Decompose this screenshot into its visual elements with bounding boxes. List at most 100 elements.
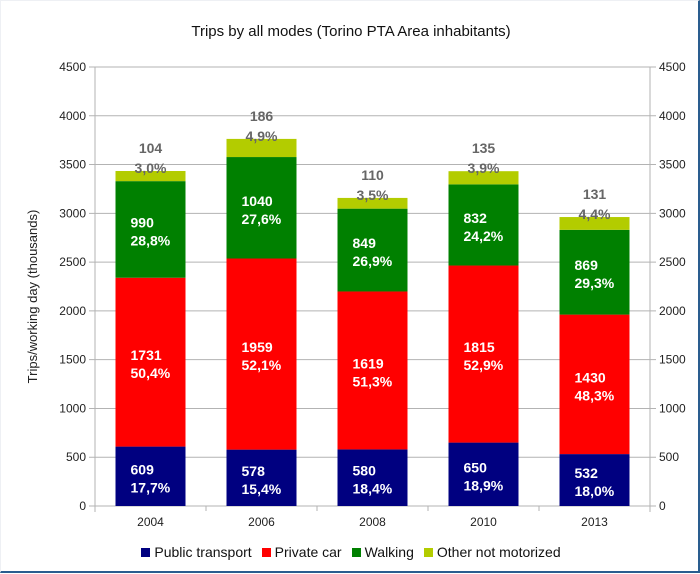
y-tick-right: 3500 xyxy=(659,158,686,172)
percent-label: 48,3% xyxy=(575,387,615,403)
bar-stack-2010: 650 18,9% 1815 52,9% 832 24,2% 135 3,9% xyxy=(448,140,519,506)
y-tick-left: 4000 xyxy=(59,109,86,123)
y-tick-left: 500 xyxy=(66,450,86,464)
y-tick-right: 1500 xyxy=(659,353,686,367)
value-label: 104 xyxy=(139,140,163,156)
bar-segment xyxy=(337,197,408,209)
y-tick-right: 0 xyxy=(659,499,666,513)
value-label: 832 xyxy=(464,210,488,226)
x-tick-label: 2010 xyxy=(470,515,497,529)
y-tick-right: 4500 xyxy=(659,60,686,74)
x-tick-label: 2008 xyxy=(359,515,386,529)
bar-segment xyxy=(226,258,297,450)
legend-swatch-icon xyxy=(423,547,433,557)
x-tick-label: 2004 xyxy=(137,515,164,529)
bar-segment xyxy=(337,449,408,506)
percent-label: 52,1% xyxy=(242,357,282,373)
legend-label: Other not motorized xyxy=(436,544,561,560)
percent-label: 4,4% xyxy=(579,206,611,222)
y-tick-left: 3500 xyxy=(59,158,86,172)
x-tick-label: 2006 xyxy=(248,515,275,529)
y-tick-right: 2500 xyxy=(659,255,686,269)
bar-segment xyxy=(115,446,186,506)
value-label: 1731 xyxy=(131,347,162,363)
bar-stack-2013: 532 18,0% 1430 48,3% 869 29,3% 131 4,4% xyxy=(559,186,630,506)
legend-item: Public transport xyxy=(141,544,252,560)
legend-swatch-icon xyxy=(141,547,151,557)
percent-label: 3,5% xyxy=(357,187,389,203)
y-tick-left: 2000 xyxy=(59,304,86,318)
percent-label: 24,2% xyxy=(464,228,504,244)
bar-segment xyxy=(115,170,186,182)
percent-label: 26,9% xyxy=(353,253,393,269)
legend-label: Private car xyxy=(274,544,342,560)
bar-stack-2008: 580 18,4% 1619 51,3% 849 26,9% 110 3,5% xyxy=(337,167,408,506)
legend: Public transport Private car Walking Other … xyxy=(1,544,700,560)
value-label: 1040 xyxy=(242,193,273,209)
y-tick-left: 0 xyxy=(79,499,86,513)
bar-segment xyxy=(559,454,630,506)
bar-segment xyxy=(115,277,186,447)
y-axis-label: Trips/working day (thousands) xyxy=(25,210,40,384)
bar-segment xyxy=(559,229,630,315)
percent-label: 51,3% xyxy=(353,373,393,389)
legend-item: Walking xyxy=(351,544,414,560)
value-label: 580 xyxy=(353,463,377,479)
value-label: 131 xyxy=(583,186,607,202)
legend-label: Walking xyxy=(364,544,414,560)
percent-label: 28,8% xyxy=(131,232,171,248)
percent-label: 18,9% xyxy=(464,477,504,493)
y-tick-left: 4500 xyxy=(59,60,86,74)
bar-stack-2004: 609 17,7% 1731 50,4% 990 28,8% 104 3,0% xyxy=(115,140,186,506)
value-label: 135 xyxy=(472,140,496,156)
bar-segment xyxy=(226,449,297,506)
percent-label: 50,4% xyxy=(131,365,171,381)
bar-segment xyxy=(337,291,408,450)
bar-segment xyxy=(115,181,186,278)
value-label: 869 xyxy=(575,257,599,273)
bar-stack-2006: 578 15,4% 1959 52,1% 1040 27,6% 186 4,9% xyxy=(226,108,297,506)
y-tick-right: 500 xyxy=(659,450,679,464)
y-tick-right: 4000 xyxy=(659,109,686,123)
percent-label: 52,9% xyxy=(464,357,504,373)
x-tick-label: 2013 xyxy=(581,515,608,529)
percent-label: 18,0% xyxy=(575,483,615,499)
y-tick-right: 1000 xyxy=(659,401,686,415)
legend-item: Private car xyxy=(261,544,342,560)
value-label: 1815 xyxy=(464,339,495,355)
bar-segment xyxy=(559,217,630,230)
bar-segment xyxy=(559,314,630,455)
value-label: 1430 xyxy=(575,369,606,385)
y-tick-right: 3000 xyxy=(659,206,686,220)
percent-label: 17,7% xyxy=(131,479,171,495)
bar-segment xyxy=(448,442,519,506)
chart-title: Trips by all modes (Torino PTA Area inha… xyxy=(191,23,511,40)
y-tick-right: 2000 xyxy=(659,304,686,318)
y-tick-left: 2500 xyxy=(59,255,86,269)
percent-label: 3,0% xyxy=(135,160,167,176)
bar-segment xyxy=(448,184,519,266)
bar-segment xyxy=(226,138,297,158)
bar-segment xyxy=(337,208,408,292)
bar-segment xyxy=(448,171,519,185)
percent-label: 18,4% xyxy=(353,481,393,497)
value-label: 110 xyxy=(361,167,384,183)
value-label: 532 xyxy=(575,465,599,481)
value-label: 1619 xyxy=(353,355,384,371)
legend-label: Public transport xyxy=(154,544,252,560)
value-label: 990 xyxy=(131,214,155,230)
legend-swatch-icon xyxy=(261,547,271,557)
percent-label: 15,4% xyxy=(242,481,282,497)
value-label: 186 xyxy=(250,108,274,124)
y-tick-left: 3000 xyxy=(59,206,86,220)
value-label: 578 xyxy=(242,463,266,479)
percent-label: 27,6% xyxy=(242,211,282,227)
legend-swatch-icon xyxy=(351,547,361,557)
value-label: 650 xyxy=(464,459,488,475)
value-label: 609 xyxy=(131,461,155,477)
legend-item: Other not motorized xyxy=(423,544,561,560)
value-label: 849 xyxy=(353,235,377,251)
percent-label: 3,9% xyxy=(468,160,500,176)
